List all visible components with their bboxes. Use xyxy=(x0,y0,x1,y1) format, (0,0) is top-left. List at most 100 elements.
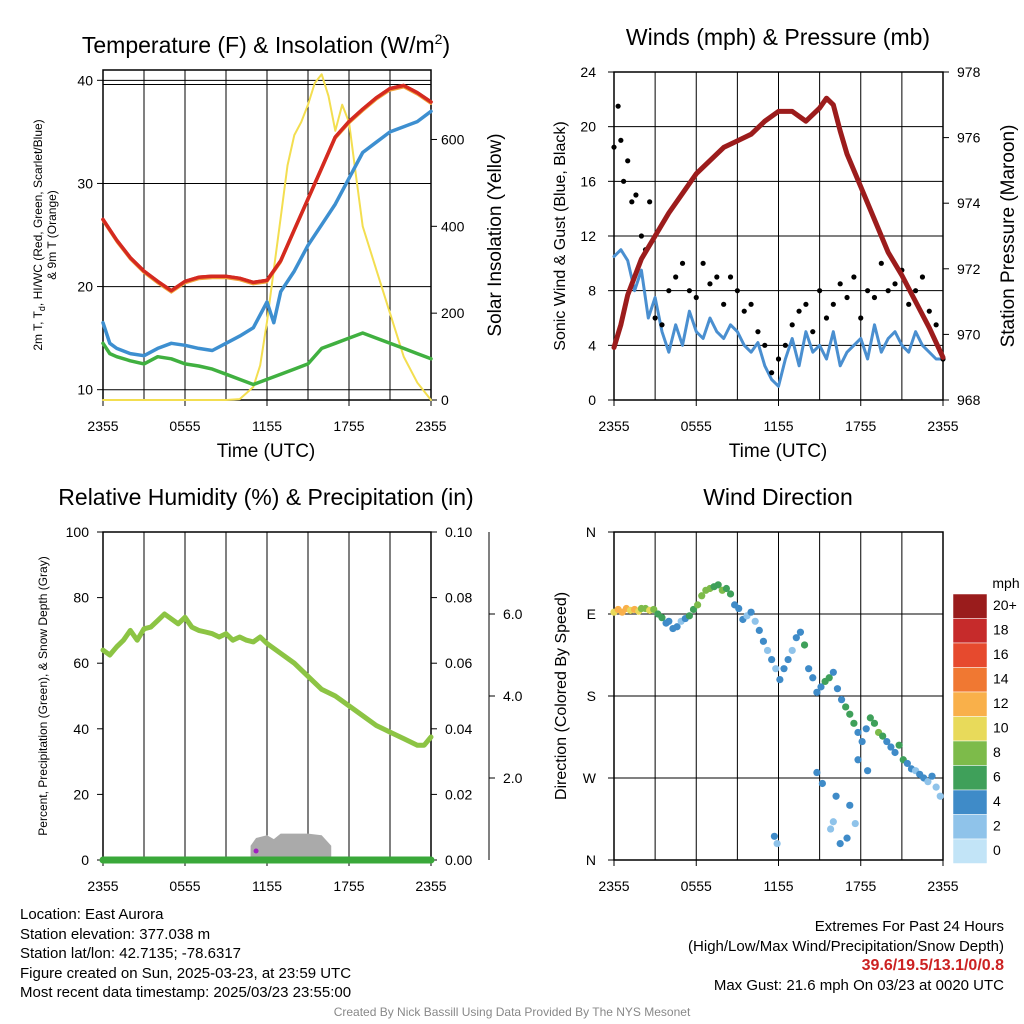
recent-data-text: Most recent data timestamp: 2025/03/23 2… xyxy=(20,984,352,1001)
insolation-y-tick-label: 600 xyxy=(441,131,465,147)
gust-point xyxy=(673,274,679,280)
precip-y-tick-label: 0.02 xyxy=(445,786,472,802)
wind-direction-point xyxy=(936,792,944,800)
wind-direction-point xyxy=(833,685,842,693)
precip-y-tick-label: 0.06 xyxy=(445,655,472,671)
wind-direction-point xyxy=(726,590,735,598)
precip-y-tick-label: 0.04 xyxy=(445,721,472,737)
gust-point xyxy=(615,103,621,109)
wind-direction-panel-title: Wind Direction xyxy=(703,484,853,510)
speed-legend-label: 2 xyxy=(993,818,1001,834)
station-pressure-line xyxy=(611,95,946,360)
max-gust-text: Max Gust: 21.6 mph On 03/23 at 0020 UTC xyxy=(713,976,1004,994)
gust-point xyxy=(796,308,802,314)
wind-direction-point xyxy=(887,743,895,751)
wind-direction-point xyxy=(858,737,866,746)
temperature-left-axis-label-line2: & 9m T (Orange) xyxy=(45,190,59,280)
wind-direction-point xyxy=(862,725,870,733)
gust-point xyxy=(769,370,775,376)
snow-depth-tick-label: 2.0 xyxy=(503,770,523,786)
wind-direction-point xyxy=(809,674,817,682)
created-text: Figure created on Sun, 2025-03-23, at 23… xyxy=(20,964,352,982)
gust-point xyxy=(652,315,658,321)
winds-panel-title: Winds (mph) & Pressure (mb) xyxy=(626,24,930,50)
wind-direction-x-tick-label: 2355 xyxy=(927,878,958,894)
precip-y-tick-label: 0.00 xyxy=(445,852,472,868)
speed-legend-swatch xyxy=(952,789,988,815)
gust-point xyxy=(858,315,864,321)
wind-direction-point xyxy=(813,768,821,777)
winds-y-tick-label: 24 xyxy=(580,64,596,80)
elevation-text: Station elevation: 377.038 m xyxy=(20,925,211,943)
gust-point xyxy=(755,329,761,335)
humidity-y-tick-label: 40 xyxy=(73,721,89,737)
gust-point xyxy=(865,288,871,294)
speed-legend-label: 8 xyxy=(993,744,1001,760)
wind-direction-point xyxy=(755,626,763,635)
speed-legend-label: 12 xyxy=(993,695,1009,711)
temperature-x-tick-label: 2355 xyxy=(87,418,118,434)
winds-x-tick-label: 2355 xyxy=(927,418,958,434)
wind-direction-point xyxy=(772,665,780,673)
wind-direction-point xyxy=(932,783,940,791)
pressure-y-tick-label: 972 xyxy=(957,261,981,277)
speed-legend-label: 14 xyxy=(993,671,1009,687)
wind-direction-point xyxy=(842,703,850,711)
wind-direction-point xyxy=(826,825,835,833)
winds-x-axis-label: Time (UTC) xyxy=(729,441,828,462)
pressure-y-tick-label: 968 xyxy=(957,392,981,408)
wind-direction-point xyxy=(928,772,936,780)
gust-point xyxy=(906,301,912,307)
wind-direction-point xyxy=(747,608,755,616)
wind-direction-point xyxy=(864,767,872,775)
snow-depth-tick-label: 4.0 xyxy=(503,688,523,704)
wind-direction-point xyxy=(673,623,681,631)
temperature-red-line xyxy=(101,83,433,293)
extremes-values: 39.6/19.5/13.1/0/0.8 xyxy=(861,957,1004,974)
speed-legend-label: 4 xyxy=(993,793,1001,809)
humidity-y-tick-label: 60 xyxy=(73,655,89,671)
wind-direction-y-tick-label: S xyxy=(587,688,596,704)
wind-direction-point xyxy=(759,637,768,645)
speed-legend-swatch xyxy=(952,838,988,864)
gust-point xyxy=(871,294,878,301)
pressure-y-tick-label: 974 xyxy=(957,195,981,211)
temperature-x-axis-label: Time (UTC) xyxy=(217,441,316,462)
wind-direction-point xyxy=(850,719,858,727)
temperature-panel-title: Temperature (F) & Insolation (W/m2) xyxy=(82,31,450,58)
humidity-x-tick-label: 1755 xyxy=(333,878,364,894)
humidity-y-tick-label: 100 xyxy=(66,524,90,540)
winds-y-tick-label: 16 xyxy=(580,173,596,189)
wind-direction-y-tick-label: N xyxy=(586,852,596,868)
insolation-y-tick-label: 200 xyxy=(441,305,465,321)
winds-left-axis-label: Sonic Wind & Gust (Blue, Black) xyxy=(552,121,569,350)
wind-direction-point xyxy=(829,818,837,826)
winds-right-axis-label: Station Pressure (Maroon) xyxy=(998,125,1019,348)
gust-point xyxy=(844,294,850,301)
gust-point xyxy=(837,281,843,287)
wind-direction-point xyxy=(796,628,805,636)
credit-text: Created By Nick Bassill Using Data Provi… xyxy=(333,1005,691,1019)
wind-direction-x-tick-label: 1755 xyxy=(845,878,876,894)
speed-legend-label: 16 xyxy=(993,646,1009,662)
sonic-wind-line xyxy=(612,248,945,388)
speed-legend-swatch xyxy=(952,642,988,668)
temperature-right-axis-label: Solar Insolation (Yellow) xyxy=(485,133,506,336)
wind-direction-point xyxy=(879,732,887,740)
humidity-x-tick-label: 2355 xyxy=(87,878,118,894)
gust-point xyxy=(620,178,627,184)
winds-x-tick-label: 0555 xyxy=(681,418,712,434)
gust-point xyxy=(878,260,884,266)
wind-direction-left-axis-label: Direction (Colored By Speed) xyxy=(553,592,570,800)
gust-point xyxy=(762,342,768,348)
temperature-y-tick-label: 20 xyxy=(77,279,93,295)
gust-point xyxy=(666,288,672,294)
location-text: Location: East Aurora xyxy=(20,906,164,923)
wind-direction-point xyxy=(829,668,837,676)
winds-x-tick-label: 1755 xyxy=(845,418,876,434)
gust-point xyxy=(851,274,857,280)
temperature-left-axis-label: 2m T, Td, HI/WC (Red, Green, Scarlet/Blu… xyxy=(31,119,47,350)
snow-depth-area xyxy=(250,833,332,860)
wind-direction-point xyxy=(903,759,911,768)
